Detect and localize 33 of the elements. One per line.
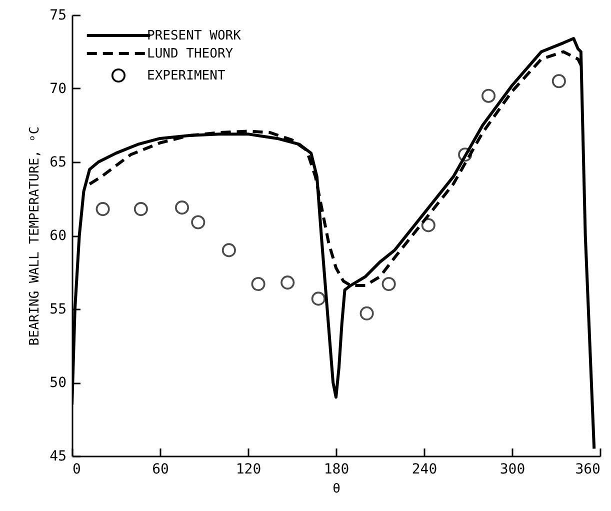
- legend-label: PRESENT WORK: [147, 28, 242, 44]
- x-tick-label: 120: [236, 462, 262, 478]
- point: [251, 277, 266, 292]
- point: [134, 202, 148, 216]
- legend-label: LUND THEORY: [147, 46, 234, 62]
- x-tick-label: 360: [575, 462, 600, 478]
- point: [552, 74, 566, 88]
- y-tick-label: 60: [50, 228, 66, 244]
- y-tick-label: 75: [50, 8, 66, 24]
- point: [280, 276, 295, 290]
- point: [311, 292, 326, 306]
- point: [222, 243, 236, 258]
- y-axis-title: BEARING WALL TEMPERATURE, ᵒC: [28, 126, 43, 346]
- point: [482, 88, 496, 103]
- point: [360, 306, 374, 320]
- point: [174, 200, 190, 215]
- y-tick-label: 65: [50, 154, 66, 170]
- x-tick-label: 60: [152, 462, 169, 478]
- x-tick-label: 240: [412, 462, 438, 478]
- y-tick-label: 45: [50, 448, 66, 464]
- x-tick-label: 180: [324, 462, 350, 478]
- point: [458, 148, 472, 162]
- point: [382, 277, 396, 292]
- x-tick-label: 0: [72, 462, 81, 478]
- point: [96, 202, 110, 216]
- y-tick-label: 70: [50, 81, 66, 97]
- point: [421, 218, 436, 232]
- x-tick-label: 300: [500, 462, 526, 478]
- point: [191, 215, 206, 230]
- y-tick-label: 50: [50, 375, 66, 391]
- x-axis-title: θ: [332, 482, 340, 496]
- y-tick-label: 55: [50, 302, 66, 318]
- legend-label: EXPERIMENT: [147, 68, 226, 84]
